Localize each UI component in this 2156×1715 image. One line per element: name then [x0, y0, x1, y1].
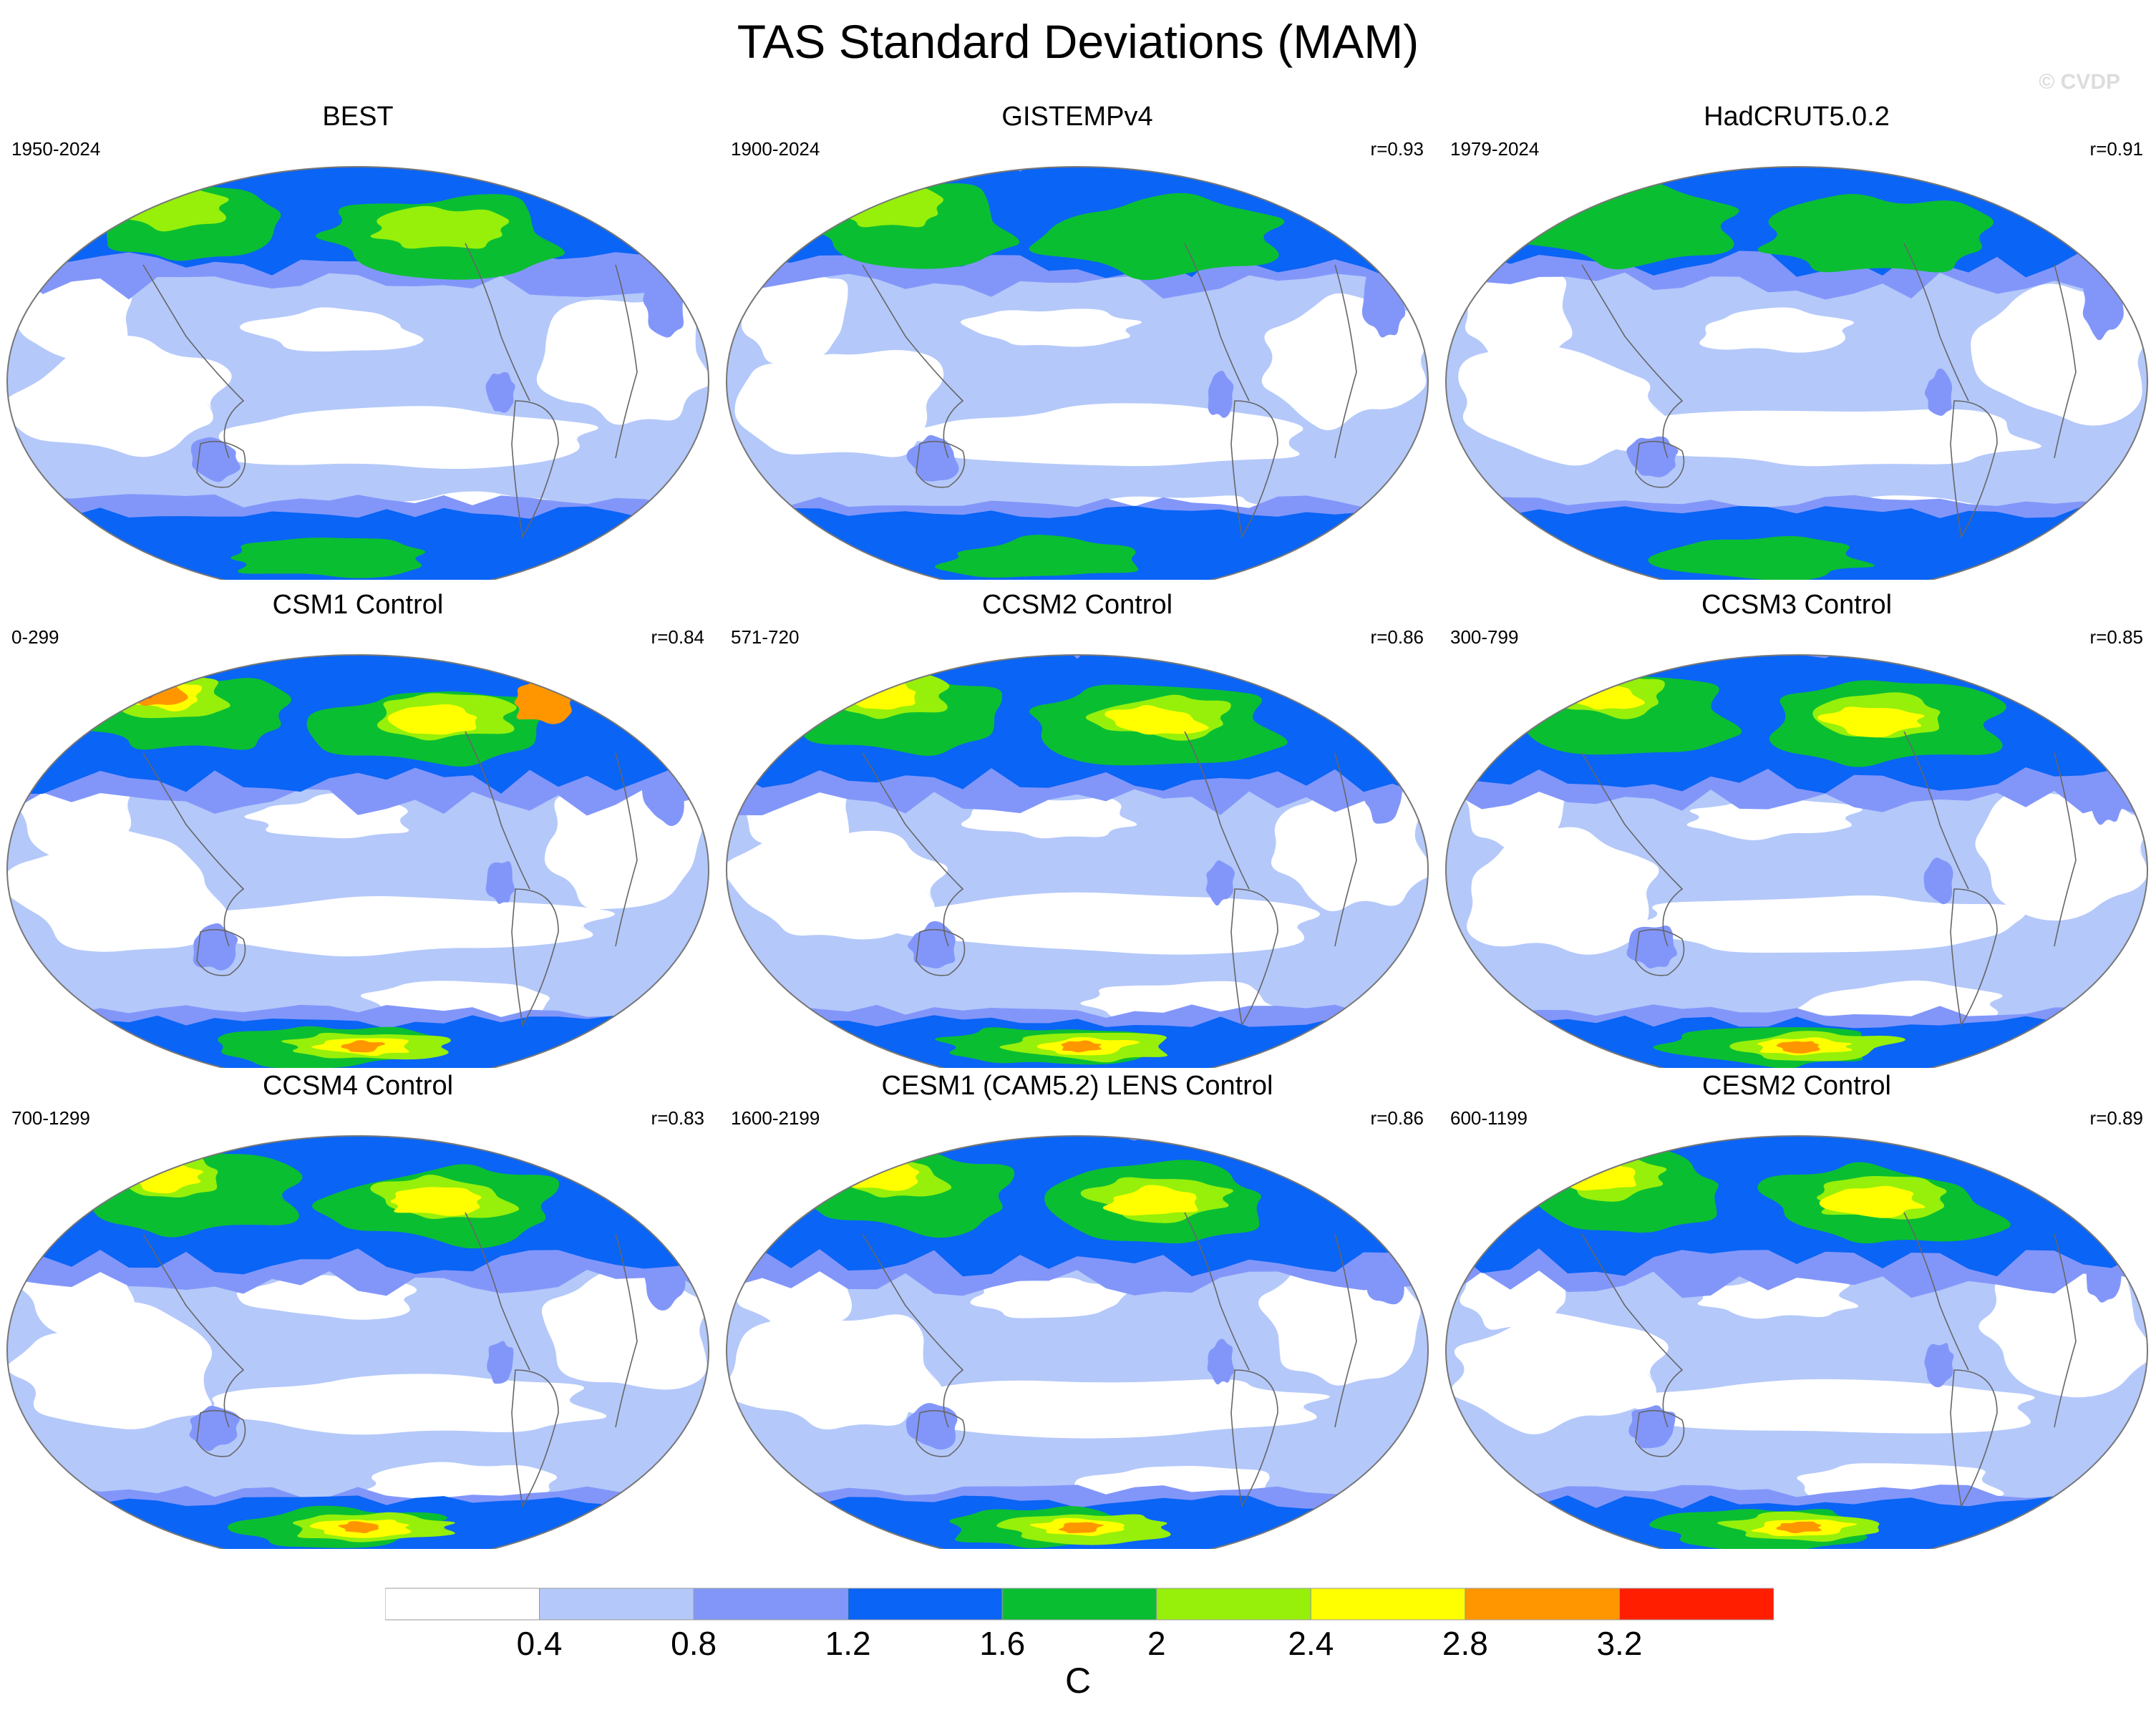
panel-period: 1600-2199 — [731, 1107, 820, 1129]
colorbar-swatch — [1465, 1588, 1620, 1621]
map-outline — [726, 654, 1429, 1068]
colorbar-tick-label: 1.2 — [825, 1625, 871, 1662]
panel-correlation: r=0.93 — [1370, 138, 1424, 160]
map-panel: CCSM3 Control 300-799 r=0.85 — [1439, 588, 2155, 1068]
panel-title: GISTEMPv4 — [1001, 102, 1153, 132]
panel-period: 0-299 — [11, 626, 59, 648]
map-field — [1446, 1136, 2147, 1549]
panel-title: HadCRUT5.0.2 — [1704, 102, 1890, 132]
map-panel: CCSM4 Control 700-1299 r=0.83 — [0, 1069, 716, 1549]
panel-title: CSM1 Control — [272, 590, 444, 620]
map-svg — [1445, 166, 2148, 580]
map-field — [7, 167, 709, 580]
panel-title: CCSM4 Control — [262, 1071, 454, 1101]
panel-correlation: r=0.86 — [1370, 1107, 1424, 1129]
colorbar-swatch — [1001, 1588, 1157, 1621]
colorbar-swatch — [1618, 1588, 1774, 1621]
colorbar-swatch — [848, 1588, 1003, 1621]
map-field — [1446, 655, 2147, 1068]
map-field — [7, 1136, 709, 1549]
colorbar-swatch — [1156, 1588, 1311, 1621]
colorbar-swatch — [539, 1588, 694, 1621]
coastlines — [142, 731, 638, 1027]
map-outline — [726, 1135, 1429, 1549]
coastlines — [862, 1212, 1357, 1508]
map-svg — [726, 166, 1429, 580]
copyright-label: © CVDP — [2039, 70, 2120, 94]
panel-correlation: r=0.86 — [1370, 626, 1424, 648]
map-svg — [6, 654, 709, 1068]
colorbar-tick-label: 1.6 — [979, 1625, 1026, 1662]
map-svg — [1445, 654, 2148, 1068]
map-panel: GISTEMPv4 1900-2024 r=0.93 — [719, 100, 1435, 580]
panel-correlation: r=0.84 — [651, 626, 704, 648]
colorbar-tick-label: 2 — [1147, 1625, 1166, 1662]
panel-period: 700-1299 — [11, 1107, 90, 1129]
map-outline — [6, 1135, 709, 1549]
map-panel: BEST 1950-2024 — [0, 100, 716, 580]
map-svg — [6, 166, 709, 580]
map-panel: CSM1 Control 0-299 r=0.84 — [0, 588, 716, 1068]
panel-period: 1979-2024 — [1450, 138, 1540, 160]
map-outline — [6, 166, 709, 580]
colorbar — [385, 1588, 1774, 1621]
map-field — [727, 1136, 1428, 1549]
map-panel: CCSM2 Control 571-720 r=0.86 — [719, 588, 1435, 1068]
coastlines — [142, 1212, 638, 1508]
coastlines — [1581, 243, 2077, 539]
map-svg — [1445, 1135, 2148, 1549]
map-outline — [1445, 166, 2148, 580]
colorbar-tick-label: 2.8 — [1442, 1625, 1488, 1662]
map-svg — [726, 654, 1429, 1068]
panel-title: CESM1 (CAM5.2) LENS Control — [881, 1071, 1273, 1101]
map-outline — [1445, 654, 2148, 1068]
colorbar-tick-label: 0.8 — [671, 1625, 717, 1662]
map-svg — [726, 1135, 1429, 1549]
panel-period: 1950-2024 — [11, 138, 101, 160]
panel-correlation: r=0.85 — [2089, 626, 2143, 648]
panel-period: 300-799 — [1450, 626, 1519, 648]
panel-period: 571-720 — [731, 626, 800, 648]
colorbar-swatch — [1310, 1588, 1466, 1621]
map-field — [7, 655, 709, 1068]
coastlines — [142, 243, 638, 539]
panel-correlation: r=0.83 — [651, 1107, 704, 1129]
map-panel: CESM2 Control 600-1199 r=0.89 — [1439, 1069, 2155, 1549]
panel-title: CESM2 Control — [1702, 1071, 1891, 1101]
map-outline — [1445, 1135, 2148, 1549]
map-svg — [6, 1135, 709, 1549]
panel-correlation: r=0.89 — [2089, 1107, 2143, 1129]
coastlines — [862, 243, 1357, 539]
colorbar-tick-label: 3.2 — [1596, 1625, 1643, 1662]
panel-period: 1900-2024 — [731, 138, 820, 160]
coastlines — [862, 731, 1357, 1027]
map-field — [1446, 167, 2147, 580]
colorbar-tick-label: 0.4 — [516, 1625, 563, 1662]
map-field — [727, 655, 1428, 1068]
map-outline — [6, 654, 709, 1068]
map-field — [727, 167, 1428, 580]
coastlines — [1581, 731, 2077, 1027]
map-panel: CESM1 (CAM5.2) LENS Control 1600-2199 r=0.… — [719, 1069, 1435, 1549]
map-outline — [726, 166, 1429, 580]
panel-title: CCSM3 Control — [1701, 590, 1893, 620]
colorbar-swatch — [693, 1588, 849, 1621]
colorbar-swatch — [385, 1588, 540, 1621]
colorbar-tick-label: 2.4 — [1288, 1625, 1334, 1662]
colorbar-units: C — [1064, 1661, 1092, 1701]
panel-correlation: r=0.91 — [2089, 138, 2143, 160]
figure-title: TAS Standard Deviations (MAM) — [737, 15, 1419, 68]
map-panel: HadCRUT5.0.2 1979-2024 r=0.91 — [1439, 100, 2155, 580]
coastlines — [1581, 1212, 2077, 1508]
panel-title: BEST — [322, 102, 394, 132]
panel-period: 600-1199 — [1450, 1107, 1528, 1129]
panel-title: CCSM2 Control — [981, 590, 1173, 620]
